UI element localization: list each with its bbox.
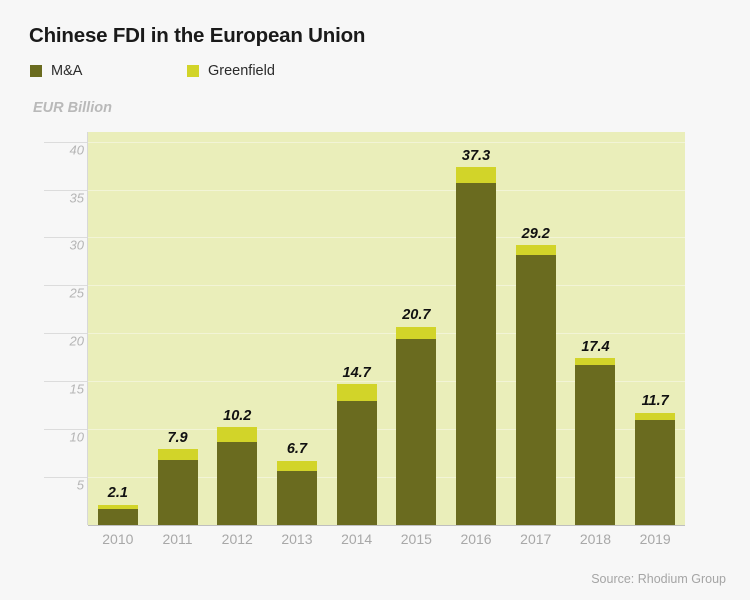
bar-segment-greenfield[interactable] [97,504,138,509]
x-axis-label-2012: 2012 [221,531,253,547]
y-axis-spine [87,132,88,525]
bar-segment-mna[interactable] [276,471,317,525]
legend-label-mna: M&A [51,63,83,79]
bar-2014[interactable]: 14.7 [336,366,377,525]
bar-value-label: 7.9 [167,429,188,446]
y-tick-mark [44,141,88,143]
bar-segment-mna[interactable] [575,364,616,525]
x-axis-label-2016: 2016 [460,531,492,547]
legend-swatch-mna [30,65,42,77]
x-axis-label-2014: 2014 [341,531,373,547]
gridline [88,237,685,239]
x-axis-label-2013: 2013 [281,531,313,547]
bar-value-label: 20.7 [402,307,431,324]
gridline [88,141,685,143]
bar-value-label: 11.7 [641,393,669,410]
y-tick-label: 20 [69,333,84,349]
bar-2011[interactable]: 7.9 [157,431,198,525]
x-axis-label-2011: 2011 [162,531,193,547]
y-tick-mark [44,477,88,479]
bar-segment-greenfield[interactable] [515,245,556,255]
y-tick-label: 5 [76,477,84,493]
bar-value-label: 10.2 [223,407,252,424]
bar-2015[interactable]: 20.7 [396,308,437,525]
bar-value-label: 29.2 [521,225,550,242]
bar-value-label: 14.7 [342,364,371,381]
bar-2019[interactable]: 11.7 [635,394,676,525]
bar-segment-mna[interactable] [336,401,377,525]
bar-2017[interactable]: 29.2 [515,227,556,525]
y-tick-mark [44,285,88,287]
bar-segment-greenfield[interactable] [456,167,497,183]
legend-item-mna[interactable]: M&A [30,62,82,80]
bar-value-label: 6.7 [286,441,308,458]
bar-value-label: 17.4 [581,338,610,355]
y-tick-mark [44,429,88,431]
bar-segment-greenfield[interactable] [217,427,258,442]
bar-segment-mna[interactable] [97,508,138,525]
bar-segment-mna[interactable] [396,339,437,525]
y-tick-mark [44,189,88,191]
x-axis-label-2010: 2010 [102,531,134,547]
bar-2010[interactable]: 2.1 [97,486,138,525]
bar-segment-greenfield[interactable] [276,460,317,472]
legend-swatch-greenfield [187,65,199,77]
gridline [88,333,685,335]
y-tick-label: 15 [69,381,84,397]
x-axis-label-2019: 2019 [639,531,671,547]
bar-segment-greenfield[interactable] [635,412,676,420]
bar-2013[interactable]: 6.7 [276,442,317,525]
y-axis: 5 10 15 20 25 30 35 40 [0,132,88,525]
x-axis-label-2017: 2017 [520,531,552,547]
gridline [88,189,685,191]
y-tick-label: 30 [69,237,84,253]
gridline [88,477,685,479]
y-tick-mark [44,381,88,383]
bar-segment-greenfield[interactable] [396,326,437,340]
y-tick-label: 40 [69,142,84,158]
gridline [88,285,685,287]
bar-2018[interactable]: 17.4 [575,340,616,525]
chart-title: Chinese FDI in the European Union [29,24,366,47]
bar-segment-mna[interactable] [217,441,258,525]
bar-segment-mna[interactable] [515,254,556,525]
y-tick-label: 35 [69,190,84,205]
gridline [88,381,685,383]
plot-area: 2.1 7.9 10.2 6.7 14.7 20.7 37.3 29.2 17.4 11.7 [88,132,685,525]
bar-segment-greenfield[interactable] [336,384,377,402]
bar-segment-mna[interactable] [635,419,676,525]
y-axis-unit-label: EUR Billion [33,100,112,116]
source-note: Source: Rhodium Group [591,572,726,586]
gridline [88,429,685,431]
bar-segment-greenfield[interactable] [157,449,198,460]
legend-item-greenfield[interactable]: Greenfield [187,62,275,80]
bar-segment-mna[interactable] [157,459,198,525]
y-tick-label: 10 [69,429,84,445]
bar-2016[interactable]: 37.3 [456,149,497,525]
y-tick-mark [44,237,88,239]
bar-value-label: 2.1 [107,485,128,502]
legend-label-greenfield: Greenfield [208,63,275,79]
bar-2012[interactable]: 10.2 [217,409,258,525]
bar-value-label: 37.3 [461,147,491,164]
x-axis-labels: 2010 2011 2012 2013 2014 2015 2016 2017 2018 2019 [88,532,685,554]
bar-segment-greenfield[interactable] [575,358,616,365]
y-tick-label: 25 [69,285,84,301]
x-axis-label-2015: 2015 [400,531,432,547]
bar-segment-mna[interactable] [456,182,497,525]
y-tick-mark [44,333,88,335]
x-axis-spine [88,525,685,526]
x-axis-label-2018: 2018 [579,531,612,547]
